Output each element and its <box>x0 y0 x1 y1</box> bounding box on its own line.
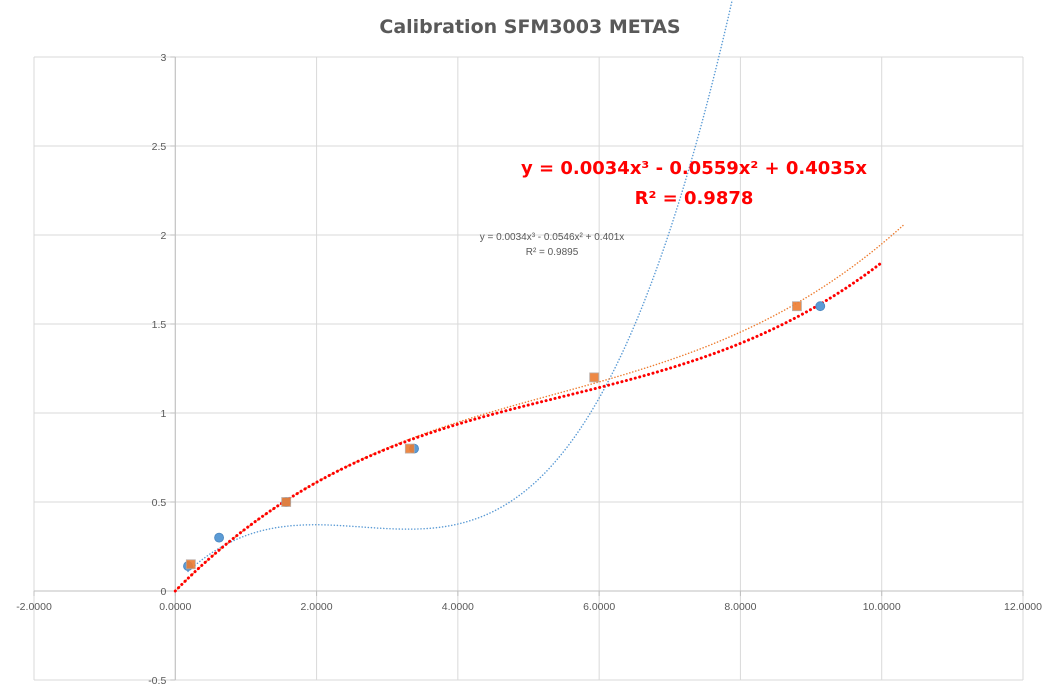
y-tick-label: 2.5 <box>152 141 167 153</box>
grid-lines <box>33 56 1024 681</box>
y-tick-label: 0 <box>160 586 166 598</box>
data-point-series-2 <box>589 372 600 383</box>
x-tick-label: 10.0000 <box>863 601 901 613</box>
data-point-series-2 <box>792 301 802 312</box>
x-tick-label: 0.0000 <box>159 601 191 613</box>
trendline-equation-small: y = 0.0034x³ - 0.0546x² + 0.401x <box>480 232 625 243</box>
y-tick-label: 0.5 <box>152 497 167 509</box>
x-tick-label: -2.0000 <box>16 601 52 613</box>
chart-title: Calibration SFM3003 METAS <box>379 16 680 38</box>
x-tick-label: 4.0000 <box>442 601 474 613</box>
data-points <box>183 301 826 571</box>
x-tick-label: 6.0000 <box>583 601 615 613</box>
data-point-series-1 <box>815 301 826 312</box>
trendline-series-1 <box>187 0 733 573</box>
data-point-series-2 <box>404 443 415 454</box>
y-tick-label: -0.5 <box>148 675 166 687</box>
data-point-series-2 <box>185 559 196 570</box>
trendline-r2-small: R² = 0.9895 <box>526 247 579 258</box>
x-tick-label: 8.0000 <box>724 601 756 613</box>
trendline-r2-red: R² = 0.9878 <box>635 188 754 209</box>
y-tick-label: 3 <box>160 52 166 64</box>
y-tick-label: 1 <box>160 408 166 420</box>
data-point-series-2 <box>281 497 292 507</box>
trendlines <box>173 0 904 593</box>
x-tick-label: 12.0000 <box>1004 601 1042 613</box>
y-tick-label: 1.5 <box>152 319 167 331</box>
axes <box>33 56 1024 681</box>
tick-labels: -2.0000 0.0000 2.0000 4.0000 6.0000 8.0000 10.… <box>16 52 1042 687</box>
y-tick-label: 2 <box>160 230 166 242</box>
trendline-equation-red: y = 0.0034x³ - 0.0559x² + 0.4035x <box>521 158 867 179</box>
trendline-series-3 <box>173 261 884 593</box>
data-point-series-1 <box>214 532 224 543</box>
x-tick-label: 2.0000 <box>301 601 333 613</box>
